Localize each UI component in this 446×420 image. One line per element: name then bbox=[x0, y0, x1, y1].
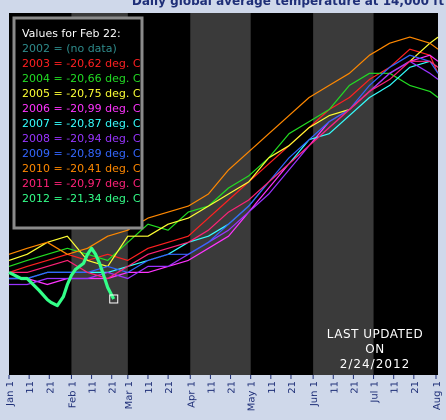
series-line-2009 bbox=[9, 54, 439, 280]
series-end-marker bbox=[109, 294, 119, 304]
month-band bbox=[190, 13, 251, 375]
x-tick-label: 11 bbox=[329, 381, 340, 394]
month-band bbox=[313, 13, 374, 375]
last-updated-annotation: LAST UPDATED ON 2/24/2012 bbox=[327, 327, 423, 371]
series-line-2010 bbox=[8, 36, 439, 255]
legend-entry: 2006 = -20,99 deg. C bbox=[22, 102, 141, 115]
legend-entry: 2005 = -20,75 deg. C bbox=[22, 87, 141, 100]
x-tick-label: Feb 1 bbox=[67, 381, 78, 408]
series-line-2012 bbox=[8, 246, 116, 308]
legend-entry: 2007 = -20,87 deg. C bbox=[22, 117, 141, 130]
x-tick-label: Mar 1 bbox=[124, 381, 135, 409]
x-tick-label: 11 bbox=[390, 381, 401, 394]
legend-entry: 2008 = -20,94 deg. C bbox=[22, 132, 141, 145]
last-updated-line-1: LAST UPDATED bbox=[327, 327, 423, 341]
last-updated-line-3: 2/24/2012 bbox=[340, 357, 411, 371]
legend-entry: 2012 = -21,34 deg. C bbox=[22, 192, 141, 205]
x-tick-label: 11 bbox=[25, 381, 36, 394]
x-tick-label: 21 bbox=[349, 381, 360, 394]
legend-entry: 2003 = -20,62 deg. C bbox=[22, 57, 141, 70]
last-updated-line-2: ON bbox=[365, 342, 384, 356]
x-tick-label: 21 bbox=[164, 381, 175, 394]
x-tick-label: May 1 bbox=[247, 381, 258, 411]
x-axis-ticks: Jan 1 11 21 Feb 1 11 21 Mar 1 11 21 Apr 1 11 21 May … bbox=[5, 375, 443, 411]
legend-entry: 2011 = -20,97 deg. C bbox=[22, 177, 141, 190]
legend-title: Values for Feb 22: bbox=[22, 27, 121, 40]
series-line-2003 bbox=[8, 48, 439, 273]
x-tick-label: 21 bbox=[287, 381, 298, 394]
legend-box bbox=[12, 16, 144, 230]
series-line-2011 bbox=[9, 60, 439, 280]
x-tick-label: Jun 1 bbox=[309, 381, 320, 407]
x-tick-label: 11 bbox=[144, 381, 155, 394]
legend: Values for Feb 22: 2002 = (no data) 2003 … bbox=[12, 16, 144, 230]
chart-title: Daily global average temperature at 14,0… bbox=[132, 0, 445, 8]
x-tick-label: Jul 1 bbox=[370, 381, 381, 404]
x-tick-label: Apr 1 bbox=[186, 381, 197, 408]
x-tick-label: 21 bbox=[108, 381, 119, 394]
x-tick-label: 11 bbox=[206, 381, 217, 394]
series-lines bbox=[8, 36, 439, 308]
x-tick-label: 21 bbox=[227, 381, 238, 394]
x-tick-label: Aug 1 bbox=[432, 381, 443, 410]
x-tick-label: Jan 1 bbox=[5, 381, 16, 407]
x-tick-label: 11 bbox=[267, 381, 278, 394]
x-tick-label: 21 bbox=[45, 381, 56, 394]
legend-entry: 2010 = -20,41 deg. C bbox=[22, 162, 141, 175]
x-tick-label: 21 bbox=[410, 381, 421, 394]
legend-entry: 2009 = -20,89 deg. C bbox=[22, 147, 141, 160]
x-tick-label: 11 bbox=[88, 381, 99, 394]
legend-entry: 2004 = -20,66 deg. C bbox=[22, 72, 141, 85]
series-line-2008 bbox=[9, 60, 439, 286]
legend-entry: 2002 = (no data) bbox=[22, 42, 117, 55]
